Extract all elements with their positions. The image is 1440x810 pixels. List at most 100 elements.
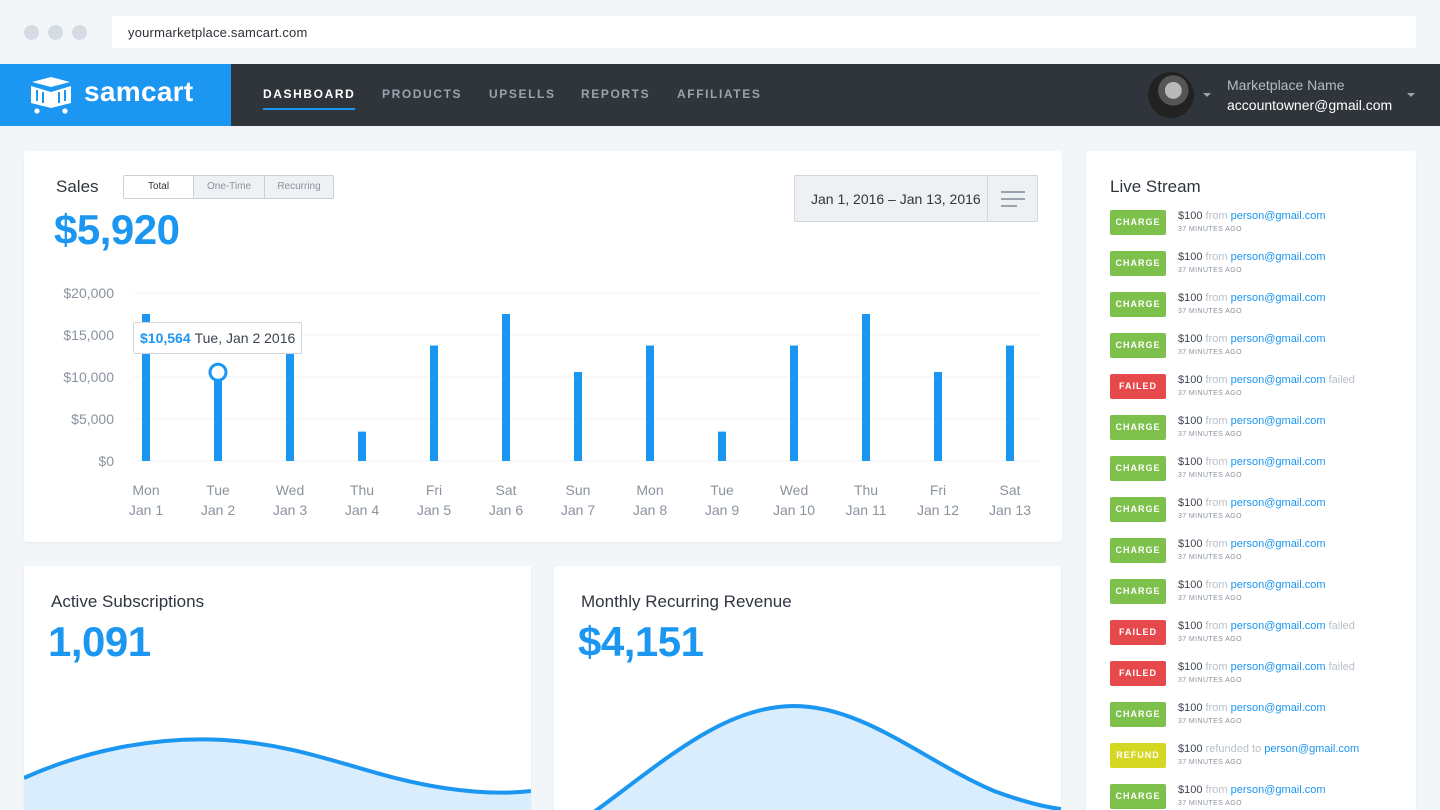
list-item[interactable]: CHARGE $100 from person@gmail.com 37 MINU… bbox=[1110, 701, 1410, 742]
transaction-email[interactable]: person@gmail.com bbox=[1230, 784, 1326, 796]
account-name[interactable]: Marketplace Name bbox=[1227, 77, 1345, 93]
tab-total[interactable]: Total bbox=[124, 176, 193, 198]
nav-affiliates[interactable]: AFFILIATES bbox=[677, 87, 762, 101]
list-item[interactable]: REFUND $100 refunded to person@gmail.com … bbox=[1110, 742, 1410, 783]
active-subscriptions-value: 1,091 bbox=[48, 618, 151, 665]
transaction-line: $100 from person@gmail.com bbox=[1178, 579, 1326, 591]
x-tick-date: Jan 6 bbox=[489, 502, 523, 518]
y-tick-label: $20,000 bbox=[63, 285, 114, 301]
bar[interactable] bbox=[502, 314, 510, 461]
brand-name: samcart bbox=[84, 76, 194, 107]
x-tick-date: Jan 2 bbox=[201, 502, 235, 518]
tooltip-date: Tue, Jan 2 2016 bbox=[194, 330, 296, 346]
transaction-line: $100 from person@gmail.com bbox=[1178, 702, 1326, 714]
transaction-email[interactable]: person@gmail.com bbox=[1230, 333, 1326, 345]
brand-home-link[interactable]: samcart bbox=[0, 64, 231, 126]
transaction-line: $100 from person@gmail.com bbox=[1178, 210, 1326, 222]
list-item[interactable]: CHARGE $100 from person@gmail.com 37 MINU… bbox=[1110, 783, 1410, 810]
list-item[interactable]: CHARGE $100 from person@gmail.com 37 MINU… bbox=[1110, 496, 1410, 537]
bar[interactable] bbox=[574, 371, 582, 461]
transaction-email[interactable]: person@gmail.com bbox=[1230, 251, 1326, 263]
bar[interactable] bbox=[1006, 345, 1014, 462]
bar[interactable] bbox=[214, 372, 222, 461]
bar[interactable] bbox=[358, 431, 366, 461]
status-badge: CHARGE bbox=[1110, 210, 1166, 235]
transaction-connector: from bbox=[1205, 702, 1228, 714]
transaction-time: 37 MINUTES AGO bbox=[1178, 472, 1242, 479]
list-item[interactable]: CHARGE $100 from person@gmail.com 37 MINU… bbox=[1110, 250, 1410, 291]
subscriptions-line bbox=[24, 737, 531, 795]
x-tick-date: Jan 3 bbox=[273, 502, 307, 518]
bar[interactable] bbox=[862, 314, 870, 461]
transaction-line: $100 from person@gmail.com bbox=[1178, 497, 1326, 509]
transaction-email[interactable]: person@gmail.com bbox=[1230, 292, 1326, 304]
transaction-suffix: failed bbox=[1328, 661, 1355, 673]
list-item[interactable]: CHARGE $100 from person@gmail.com 37 MINU… bbox=[1110, 578, 1410, 619]
date-range-picker[interactable]: Jan 1, 2016 – Jan 13, 2016 bbox=[794, 175, 1038, 222]
transaction-time: 37 MINUTES AGO bbox=[1178, 677, 1242, 684]
account-chevron-down-icon[interactable] bbox=[1407, 93, 1415, 97]
transaction-email[interactable]: person@gmail.com bbox=[1230, 210, 1326, 222]
nav-products[interactable]: PRODUCTS bbox=[382, 87, 463, 101]
bar[interactable] bbox=[142, 314, 150, 461]
bar[interactable] bbox=[430, 345, 438, 462]
status-badge: CHARGE bbox=[1110, 415, 1166, 440]
list-item[interactable]: FAILED $100 from person@gmail.com failed 3… bbox=[1110, 619, 1410, 660]
x-tick-day: Mon bbox=[636, 482, 663, 498]
bar[interactable] bbox=[718, 431, 726, 461]
window-minimize-dot[interactable] bbox=[48, 25, 63, 40]
y-tick-label: $15,000 bbox=[63, 327, 114, 343]
avatar[interactable] bbox=[1148, 72, 1194, 118]
tab-recurring[interactable]: Recurring bbox=[264, 176, 333, 198]
transaction-amount: $100 bbox=[1178, 743, 1203, 755]
tab-one-time[interactable]: One-Time bbox=[193, 176, 264, 198]
address-bar[interactable]: yourmarketplace.samcart.com bbox=[112, 16, 1416, 48]
bar[interactable] bbox=[646, 345, 654, 462]
x-tick-date: Jan 5 bbox=[417, 502, 451, 518]
nav-reports[interactable]: REPORTS bbox=[581, 87, 651, 101]
bar[interactable] bbox=[790, 345, 798, 462]
bar[interactable] bbox=[934, 371, 942, 461]
transaction-email[interactable]: person@gmail.com bbox=[1264, 743, 1360, 755]
account-email[interactable]: accountowner@gmail.com bbox=[1227, 97, 1393, 113]
transaction-email[interactable]: person@gmail.com bbox=[1230, 620, 1326, 632]
transaction-email[interactable]: person@gmail.com bbox=[1230, 579, 1326, 591]
address-bar-url: yourmarketplace.samcart.com bbox=[128, 25, 308, 40]
window-maximize-dot[interactable] bbox=[72, 25, 87, 40]
transaction-connector: from bbox=[1205, 620, 1228, 632]
transaction-line: $100 from person@gmail.com bbox=[1178, 251, 1326, 263]
list-item[interactable]: CHARGE $100 from person@gmail.com 37 MINU… bbox=[1110, 537, 1410, 578]
bar[interactable] bbox=[286, 345, 294, 462]
nav-dashboard[interactable]: DASHBOARD bbox=[263, 87, 356, 110]
status-badge: CHARGE bbox=[1110, 497, 1166, 522]
transaction-suffix: failed bbox=[1328, 620, 1355, 632]
transaction-email[interactable]: person@gmail.com bbox=[1230, 415, 1326, 427]
list-item[interactable]: CHARGE $100 from person@gmail.com 37 MINU… bbox=[1110, 332, 1410, 373]
transaction-email[interactable]: person@gmail.com bbox=[1230, 702, 1326, 714]
window-close-dot[interactable] bbox=[24, 25, 39, 40]
transaction-line: $100 from person@gmail.com bbox=[1178, 333, 1326, 345]
status-badge: CHARGE bbox=[1110, 579, 1166, 604]
transaction-email[interactable]: person@gmail.com bbox=[1230, 497, 1326, 509]
nav-upsells[interactable]: UPSELLS bbox=[489, 87, 556, 101]
transaction-line: $100 from person@gmail.com bbox=[1178, 456, 1326, 468]
list-item[interactable]: CHARGE $100 from person@gmail.com 37 MINU… bbox=[1110, 455, 1410, 496]
transaction-email[interactable]: person@gmail.com bbox=[1230, 538, 1326, 550]
list-item[interactable]: FAILED $100 from person@gmail.com failed 3… bbox=[1110, 373, 1410, 414]
x-tick-day: Sat bbox=[999, 482, 1020, 498]
transaction-email[interactable]: person@gmail.com bbox=[1230, 374, 1326, 386]
transaction-email[interactable]: person@gmail.com bbox=[1230, 456, 1326, 468]
transaction-connector: from bbox=[1205, 333, 1228, 345]
menu-icon[interactable] bbox=[987, 176, 1037, 221]
hover-point-marker[interactable] bbox=[208, 362, 228, 382]
live-stream-card: Live Stream CHARGE $100 from person@gmail… bbox=[1086, 151, 1416, 810]
avatar-chevron-down-icon[interactable] bbox=[1203, 93, 1211, 97]
x-tick-date: Jan 10 bbox=[773, 502, 815, 518]
list-item[interactable]: CHARGE $100 from person@gmail.com 37 MINU… bbox=[1110, 209, 1410, 250]
list-item[interactable]: CHARGE $100 from person@gmail.com 37 MINU… bbox=[1110, 291, 1410, 332]
transaction-email[interactable]: person@gmail.com bbox=[1230, 661, 1326, 673]
transaction-suffix: failed bbox=[1328, 374, 1355, 386]
list-item[interactable]: FAILED $100 from person@gmail.com failed 3… bbox=[1110, 660, 1410, 701]
mrr-card: Monthly Recurring Revenue $4,151 bbox=[554, 566, 1061, 810]
list-item[interactable]: CHARGE $100 from person@gmail.com 37 MINU… bbox=[1110, 414, 1410, 455]
